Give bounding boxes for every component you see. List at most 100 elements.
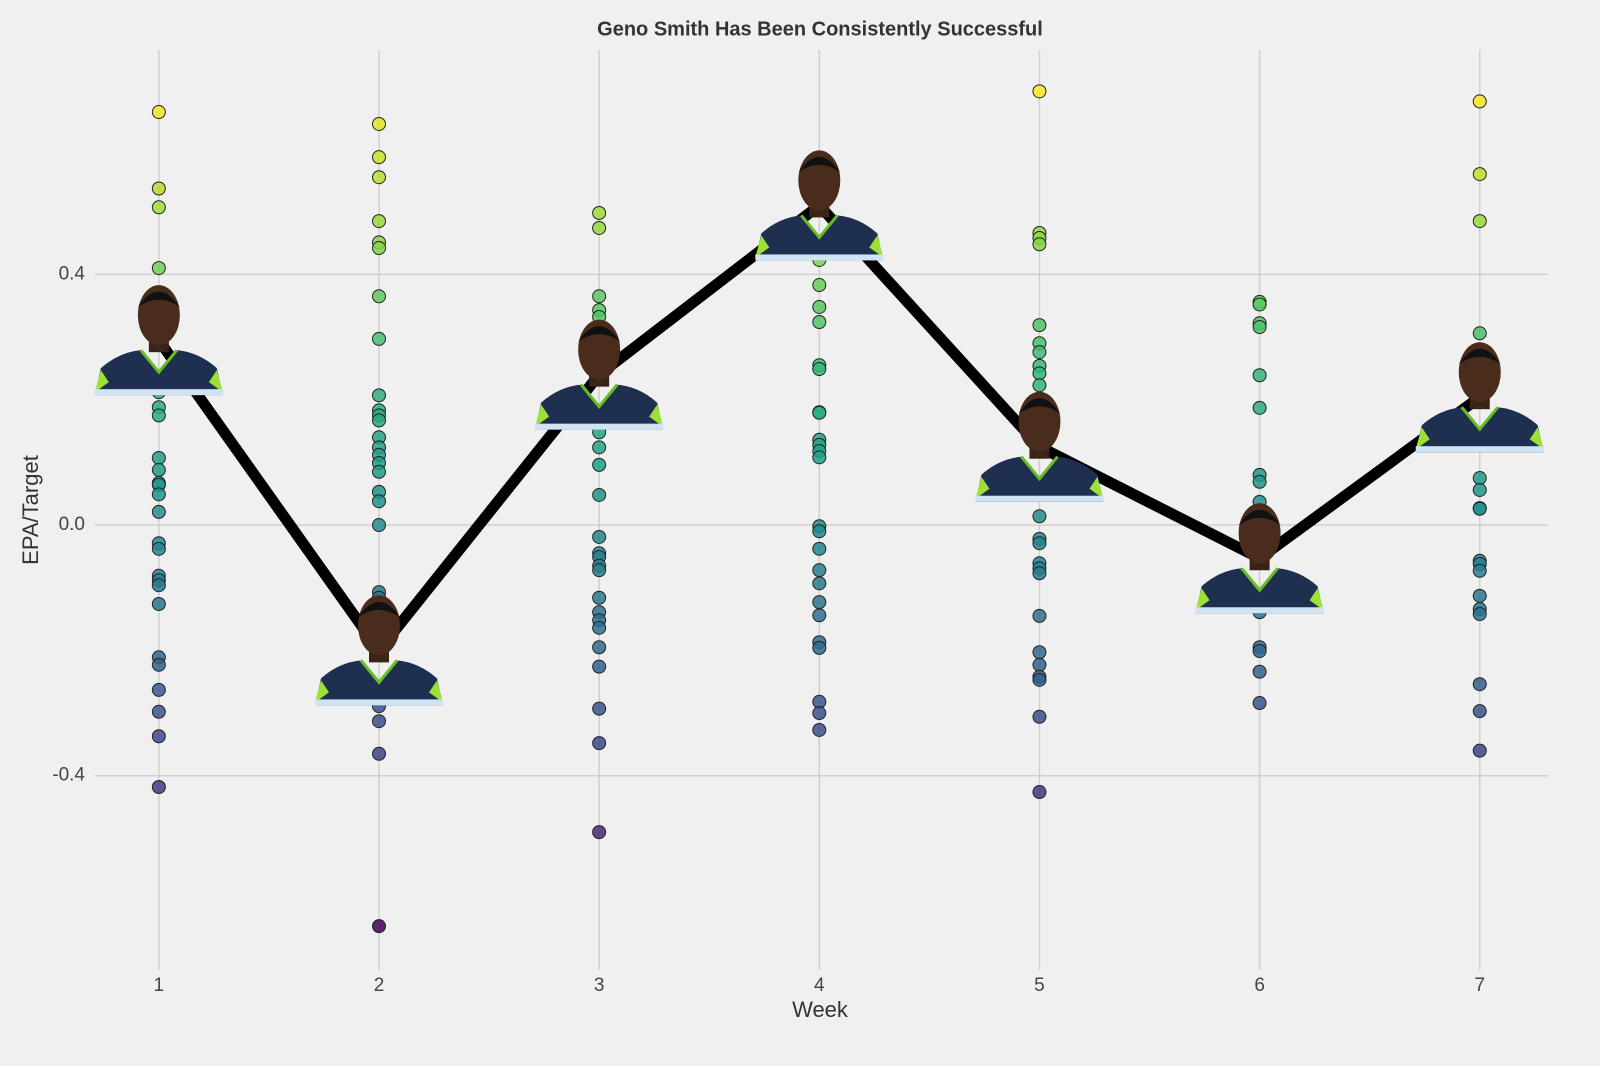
point — [1032, 645, 1047, 660]
player-headshot — [1415, 342, 1544, 453]
point — [592, 205, 607, 220]
point — [1032, 785, 1047, 800]
hair — [357, 601, 400, 618]
shoulder-l — [314, 680, 329, 703]
shoulder-l — [755, 235, 770, 258]
point — [371, 116, 386, 131]
shoulder-l — [535, 404, 550, 427]
point — [592, 590, 607, 605]
point — [371, 494, 386, 509]
point — [812, 450, 827, 465]
point — [151, 541, 166, 556]
point — [812, 541, 827, 556]
point — [371, 241, 386, 256]
collar — [1240, 567, 1279, 593]
y-tick-label: 0.4 — [59, 263, 86, 284]
point — [812, 608, 827, 623]
point — [151, 450, 166, 465]
y-axis-label: EPA/Target — [18, 455, 43, 565]
shoulder-r — [208, 370, 223, 393]
point — [151, 657, 166, 672]
y-tick-label: -0.4 — [52, 765, 85, 786]
point — [151, 504, 166, 519]
point — [1472, 94, 1487, 109]
point — [1252, 297, 1267, 312]
point — [1032, 657, 1047, 672]
point — [151, 682, 166, 697]
point — [812, 278, 827, 293]
point — [151, 462, 166, 477]
shoulder-r — [1089, 476, 1104, 499]
collar — [1020, 455, 1059, 482]
point — [1252, 320, 1267, 335]
shoulder-l — [1195, 588, 1210, 611]
point — [1032, 318, 1047, 333]
point — [151, 487, 166, 502]
point — [371, 413, 386, 428]
x-tick-label: 7 — [1474, 975, 1485, 996]
point — [1472, 563, 1487, 578]
collar — [579, 383, 619, 410]
point — [592, 701, 607, 716]
point — [1472, 677, 1487, 692]
x-tick-label: 3 — [594, 975, 605, 996]
point — [371, 746, 386, 761]
point — [1472, 588, 1487, 603]
point — [1472, 214, 1487, 229]
point — [371, 331, 386, 346]
point — [151, 597, 166, 612]
point — [812, 576, 827, 591]
hair — [137, 291, 180, 308]
player-headshot — [535, 319, 664, 430]
point — [371, 714, 386, 729]
shoulder-l — [975, 476, 990, 499]
point — [1252, 474, 1267, 489]
point — [592, 457, 607, 472]
point — [1032, 709, 1047, 724]
point — [812, 563, 827, 578]
point — [1032, 366, 1047, 381]
point — [1032, 84, 1047, 99]
point — [812, 706, 827, 721]
jersey-hem — [314, 699, 443, 706]
jersey-hem — [94, 389, 223, 396]
point — [1032, 237, 1047, 252]
point — [812, 524, 827, 539]
point — [151, 780, 166, 795]
point — [371, 518, 386, 533]
point — [1032, 345, 1047, 360]
point — [1472, 326, 1487, 341]
point — [812, 405, 827, 420]
shoulder-r — [1309, 588, 1324, 611]
hair — [1238, 509, 1281, 526]
point — [592, 620, 607, 635]
shoulder-r — [649, 404, 664, 427]
x-tick-label: 6 — [1254, 975, 1265, 996]
point — [592, 825, 607, 840]
point — [1252, 664, 1267, 679]
point — [1252, 400, 1267, 415]
point — [151, 261, 166, 276]
point — [812, 299, 827, 314]
point — [592, 440, 607, 455]
point — [371, 464, 386, 479]
point — [1472, 501, 1487, 516]
point — [1472, 167, 1487, 182]
player-headshot — [975, 391, 1104, 502]
point — [371, 170, 386, 185]
point — [1472, 607, 1487, 622]
point — [151, 200, 166, 215]
point — [812, 640, 827, 655]
point — [812, 595, 827, 610]
shoulder-l — [94, 370, 109, 393]
point — [1032, 536, 1047, 551]
point — [371, 388, 386, 403]
point — [371, 150, 386, 165]
jersey-hem — [1195, 607, 1324, 614]
chart-title: Geno Smith Has Been Consistently Success… — [597, 18, 1043, 40]
collar — [359, 659, 399, 685]
player-headshot — [755, 150, 884, 261]
point — [151, 105, 166, 120]
